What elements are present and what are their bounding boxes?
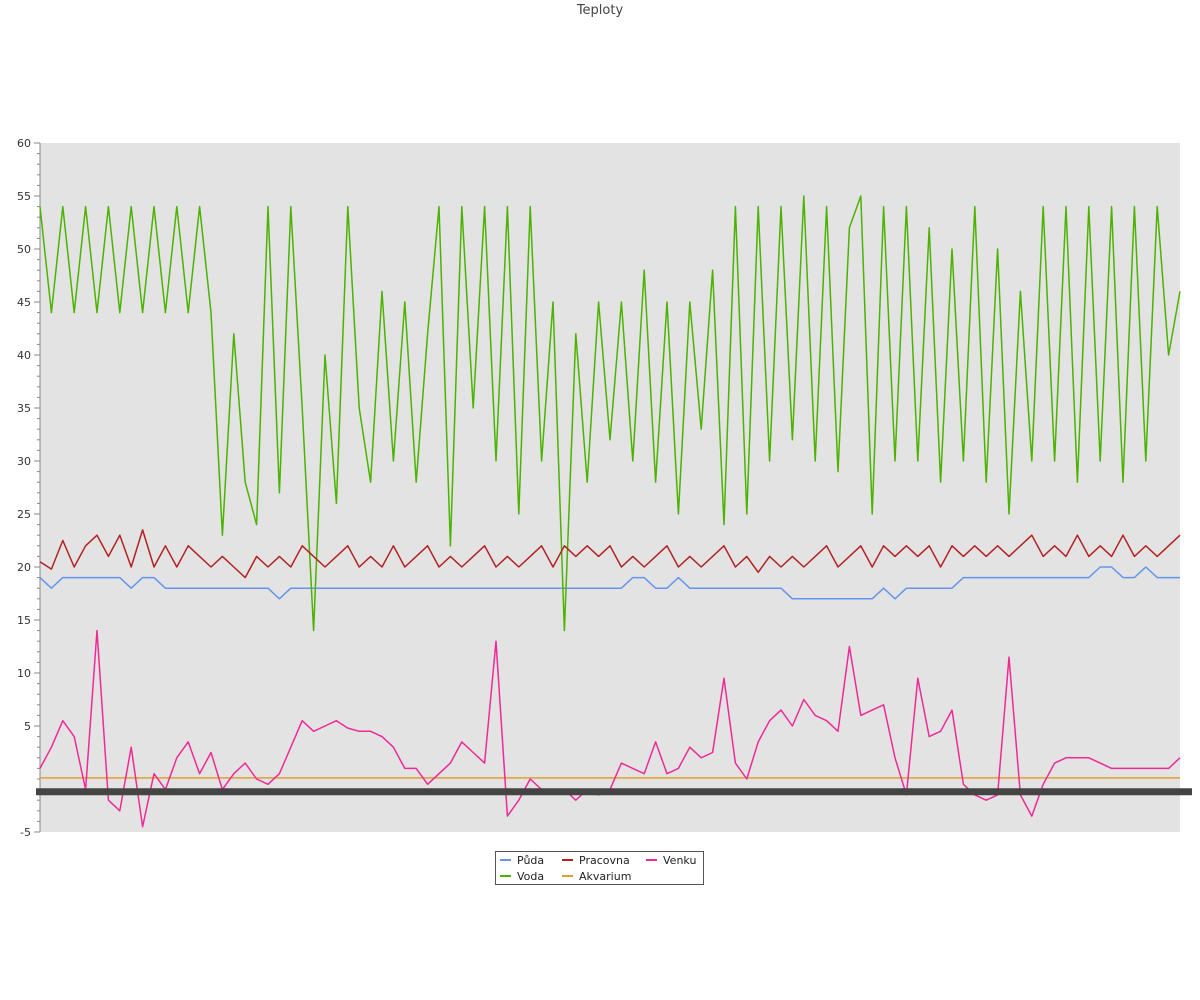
y-tick-label: 20: [17, 561, 31, 574]
y-tick-label: 60: [17, 137, 31, 150]
y-tick-label: 55: [17, 190, 31, 203]
y-tick-label: 30: [17, 455, 31, 468]
y-tick-label: 25: [17, 508, 31, 521]
legend-item-puda: Půda: [500, 854, 544, 868]
plot-area: [40, 143, 1180, 832]
chart-title: Teploty: [576, 3, 624, 18]
legend-swatch-akvarium: [562, 875, 573, 877]
legend: Půda Voda Pracovna Akvarium Venku: [495, 851, 704, 885]
legend-item-akvarium: Akvarium: [562, 870, 631, 884]
legend-label-venku: Venku: [663, 854, 697, 867]
legend-item-voda: Voda: [500, 870, 544, 884]
y-tick-label: -5: [20, 826, 31, 839]
legend-item-pracovna: Pracovna: [562, 854, 630, 868]
series-line-p-da: [39, 566, 1180, 600]
legend-swatch-voda: [500, 875, 511, 877]
legend-item-venku: Venku: [646, 854, 696, 868]
legend-label-voda: Voda: [517, 870, 545, 883]
y-tick-label: 45: [17, 296, 31, 309]
series-line-voda: [39, 195, 1181, 632]
legend-swatch-pracovna: [562, 859, 573, 861]
series-line-pracovna: [39, 529, 1181, 579]
y-tick-label: 5: [24, 720, 31, 733]
legend-label-puda: Půda: [517, 854, 545, 867]
y-tick-label: 40: [17, 349, 31, 362]
y-tick-label: 15: [17, 614, 31, 627]
y-tick-label: 10: [17, 667, 31, 680]
legend-label-pracovna: Pracovna: [579, 854, 630, 867]
legend-swatch-venku: [646, 859, 657, 861]
legend-label-akvarium: Akvarium: [579, 870, 632, 883]
y-tick-label: 35: [17, 402, 31, 415]
y-tick-label: 50: [17, 243, 31, 256]
legend-swatch-puda: [500, 859, 511, 861]
